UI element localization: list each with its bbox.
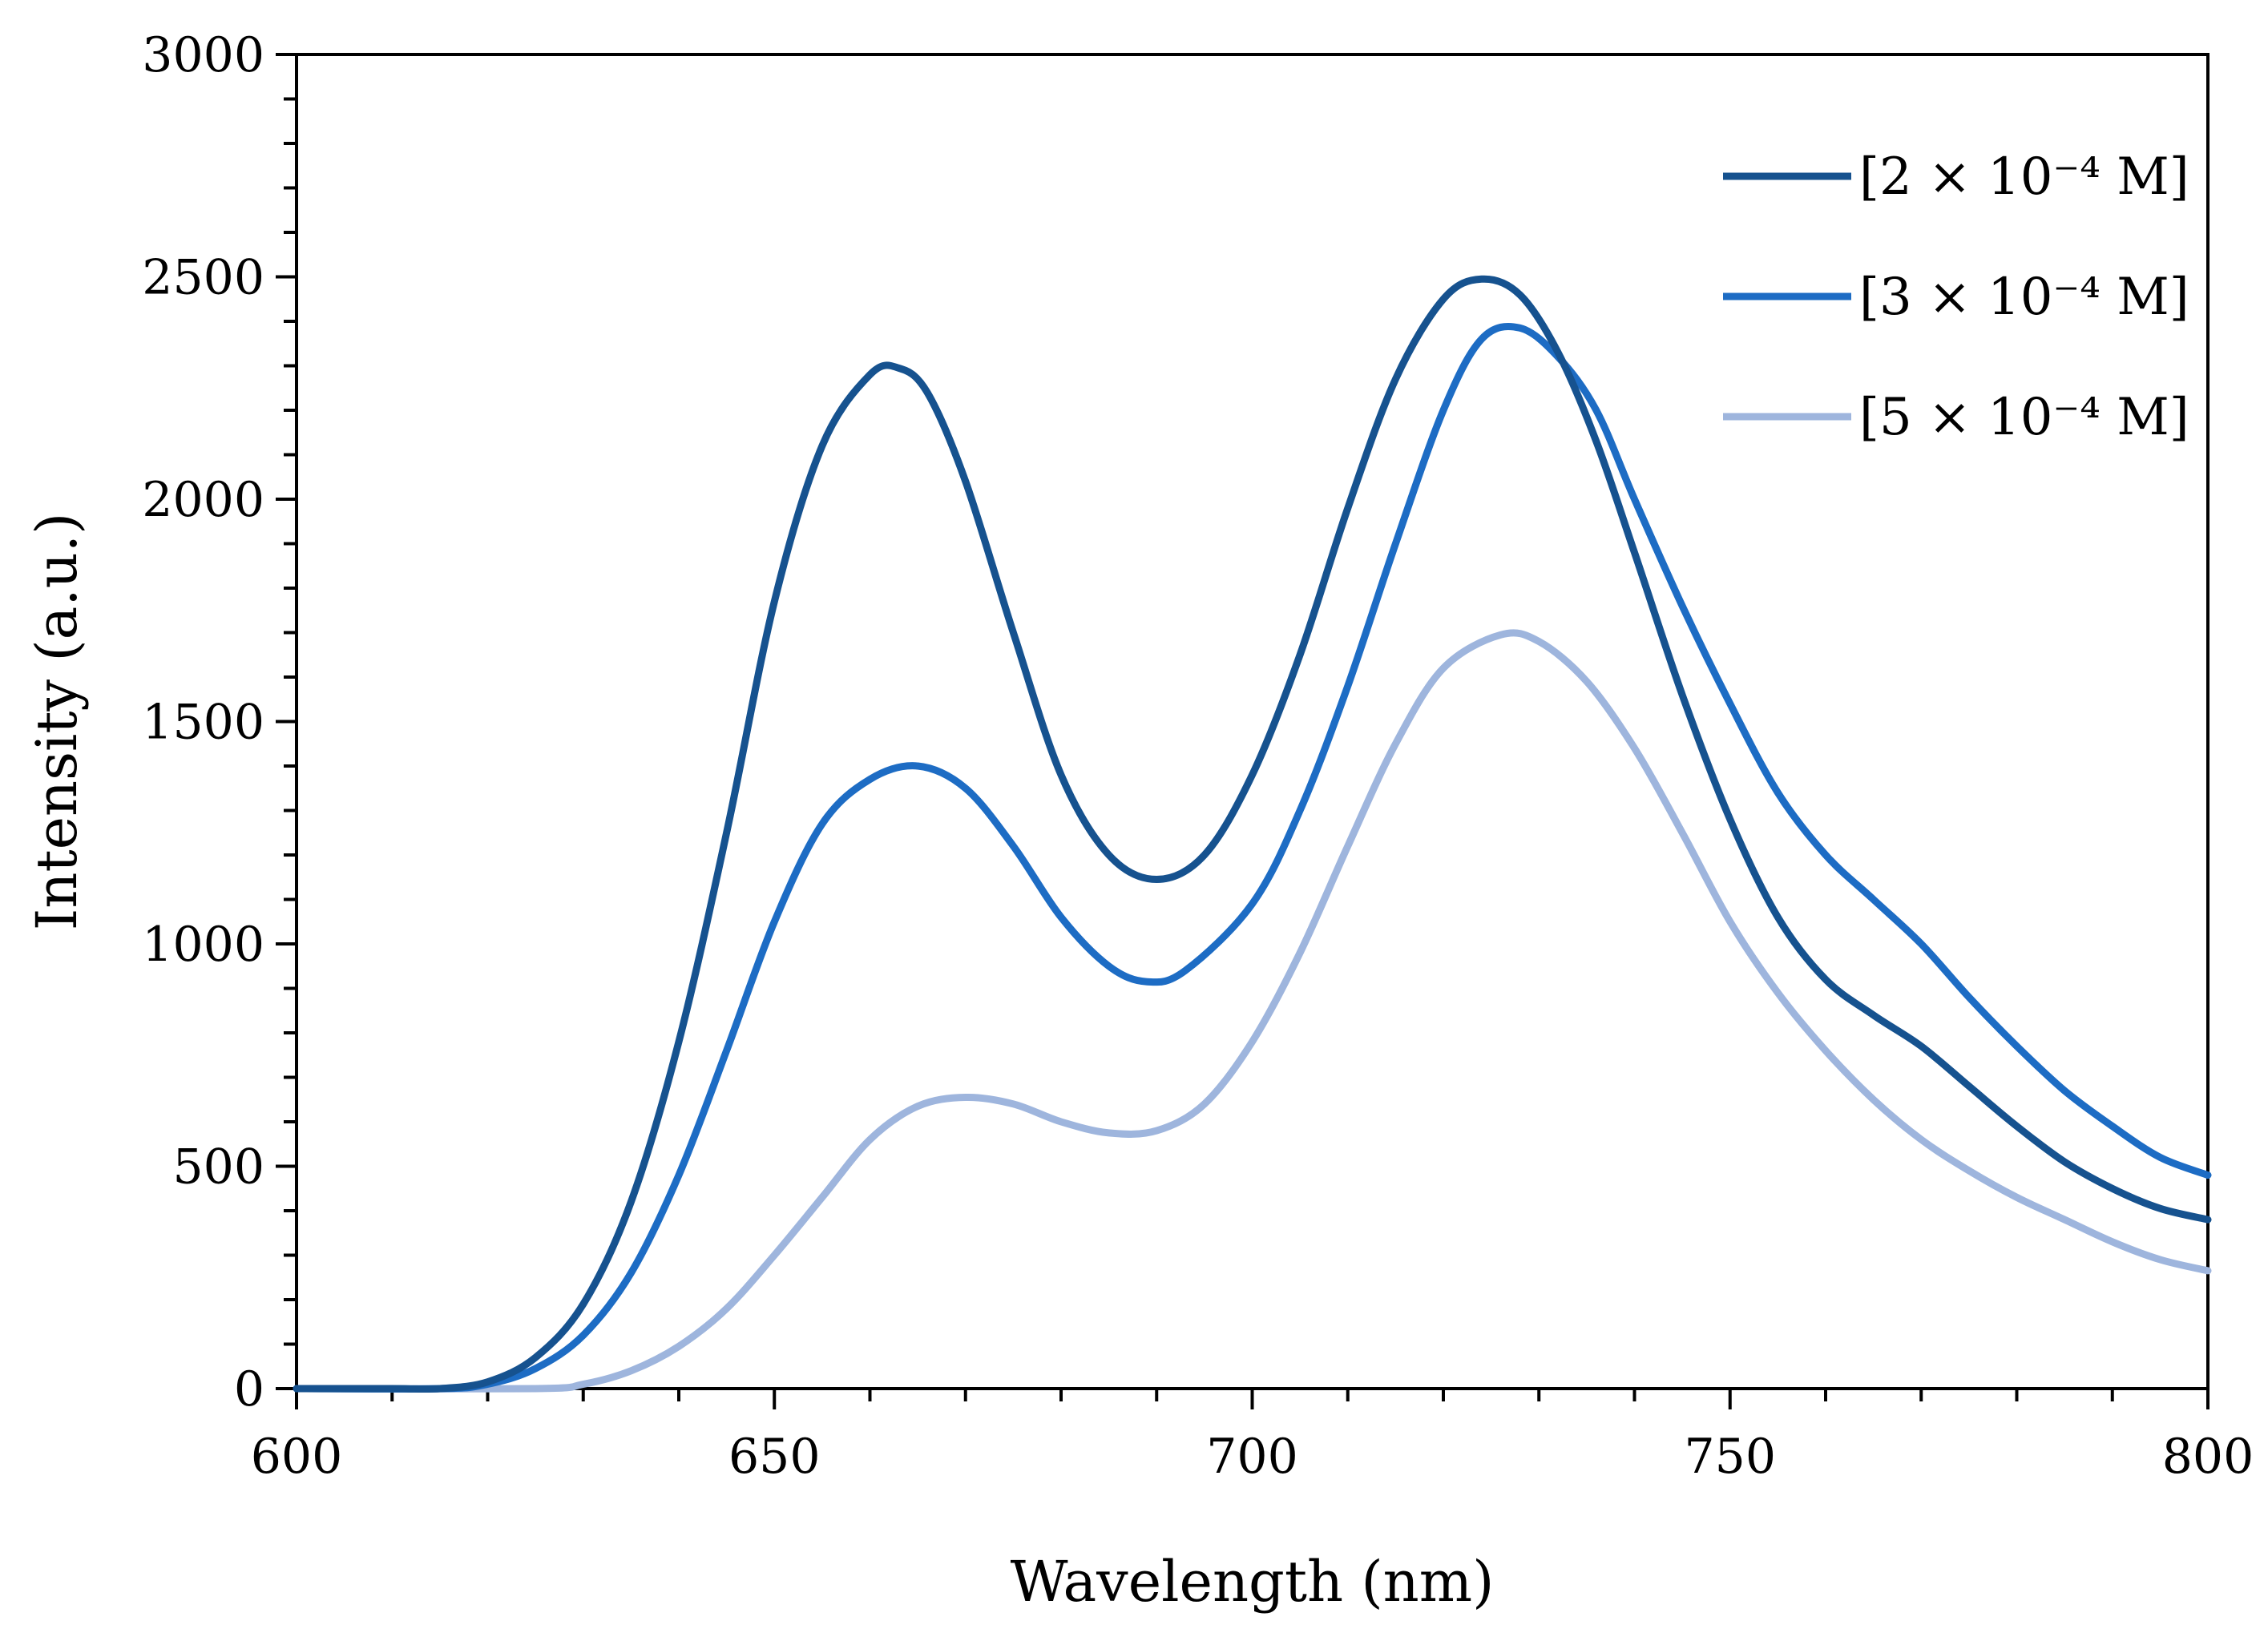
legend-label-2: [3 × 10⁻⁴ M]	[1859, 268, 2189, 327]
x-tick-label: 600	[251, 1429, 343, 1485]
series-line-1	[293, 275, 2212, 1393]
plot-area	[295, 53, 2209, 1390]
series-layer	[293, 275, 2212, 1393]
x-axis: 600 650 700 750 800	[251, 1389, 2254, 1485]
y-tick-label: 3000	[142, 27, 264, 83]
legend-label-1: [2 × 10⁻⁴ M]	[1859, 147, 2189, 207]
y-axis-title: Intensity (a.u.)	[24, 513, 90, 931]
x-tick-label: 800	[2162, 1429, 2254, 1485]
y-tick-label: 0	[234, 1361, 264, 1417]
y-axis: 0 500 1000 1500 2000 2500 3000	[142, 27, 297, 1417]
series-line-3	[293, 629, 2212, 1393]
y-tick-label: 2500	[142, 250, 264, 306]
y-tick-label: 1500	[142, 695, 264, 751]
y-tick-label: 2000	[142, 472, 264, 528]
legend: [2 × 10⁻⁴ M] [3 × 10⁻⁴ M] [5 × 10⁻⁴ M]	[1723, 147, 2189, 447]
plot-frame	[295, 53, 2209, 1390]
y-tick-label: 500	[172, 1139, 264, 1195]
x-tick-label: 750	[1684, 1429, 1776, 1485]
x-tick-label: 650	[728, 1429, 821, 1485]
y-tick-label: 1000	[142, 917, 264, 973]
x-axis-title: Wavelength (nm)	[1011, 1549, 1495, 1615]
series-line-2	[293, 323, 2212, 1393]
x-tick-label: 700	[1206, 1429, 1298, 1485]
legend-label-3: [5 × 10⁻⁴ M]	[1859, 388, 2189, 447]
